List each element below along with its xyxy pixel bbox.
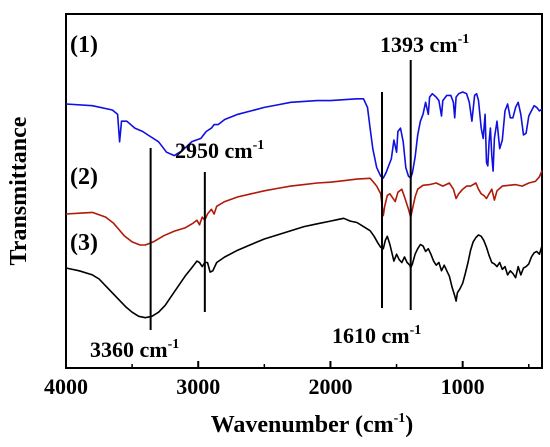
series-label-3: (3) — [70, 230, 98, 256]
labels-layer: (1) (2) (3) 3360 cm-1 2950 cm-1 1610 cm-1 1393… — [70, 32, 469, 362]
y-axis-label: Transmittance — [6, 116, 32, 265]
x-axis-ticks: 4000 3000 2000 1000 — [44, 361, 530, 399]
annotation-label-2950: 2950 cm-1 — [175, 138, 264, 163]
series-line-2 — [65, 170, 543, 246]
x-tick-label: 1000 — [441, 374, 485, 399]
plot-frame — [65, 13, 543, 369]
series-label-2: (2) — [70, 164, 98, 190]
series-layer — [65, 91, 543, 319]
series-line-3 — [65, 217, 543, 319]
annotation-label-1393: 1393 cm-1 — [380, 32, 469, 57]
x-tick-label: 4000 — [44, 374, 88, 399]
series-line-1 — [65, 91, 543, 179]
annotation-label-1610: 1610 cm-1 — [332, 323, 421, 348]
annotation-markers — [149, 60, 412, 330]
x-tick-label: 3000 — [176, 374, 220, 399]
series-label-1: (1) — [70, 32, 98, 58]
x-tick-label: 2000 — [308, 374, 352, 399]
annotation-label-3360: 3360 cm-1 — [90, 337, 179, 362]
x-axis-label: Wavenumber (cm-1) — [211, 411, 414, 438]
